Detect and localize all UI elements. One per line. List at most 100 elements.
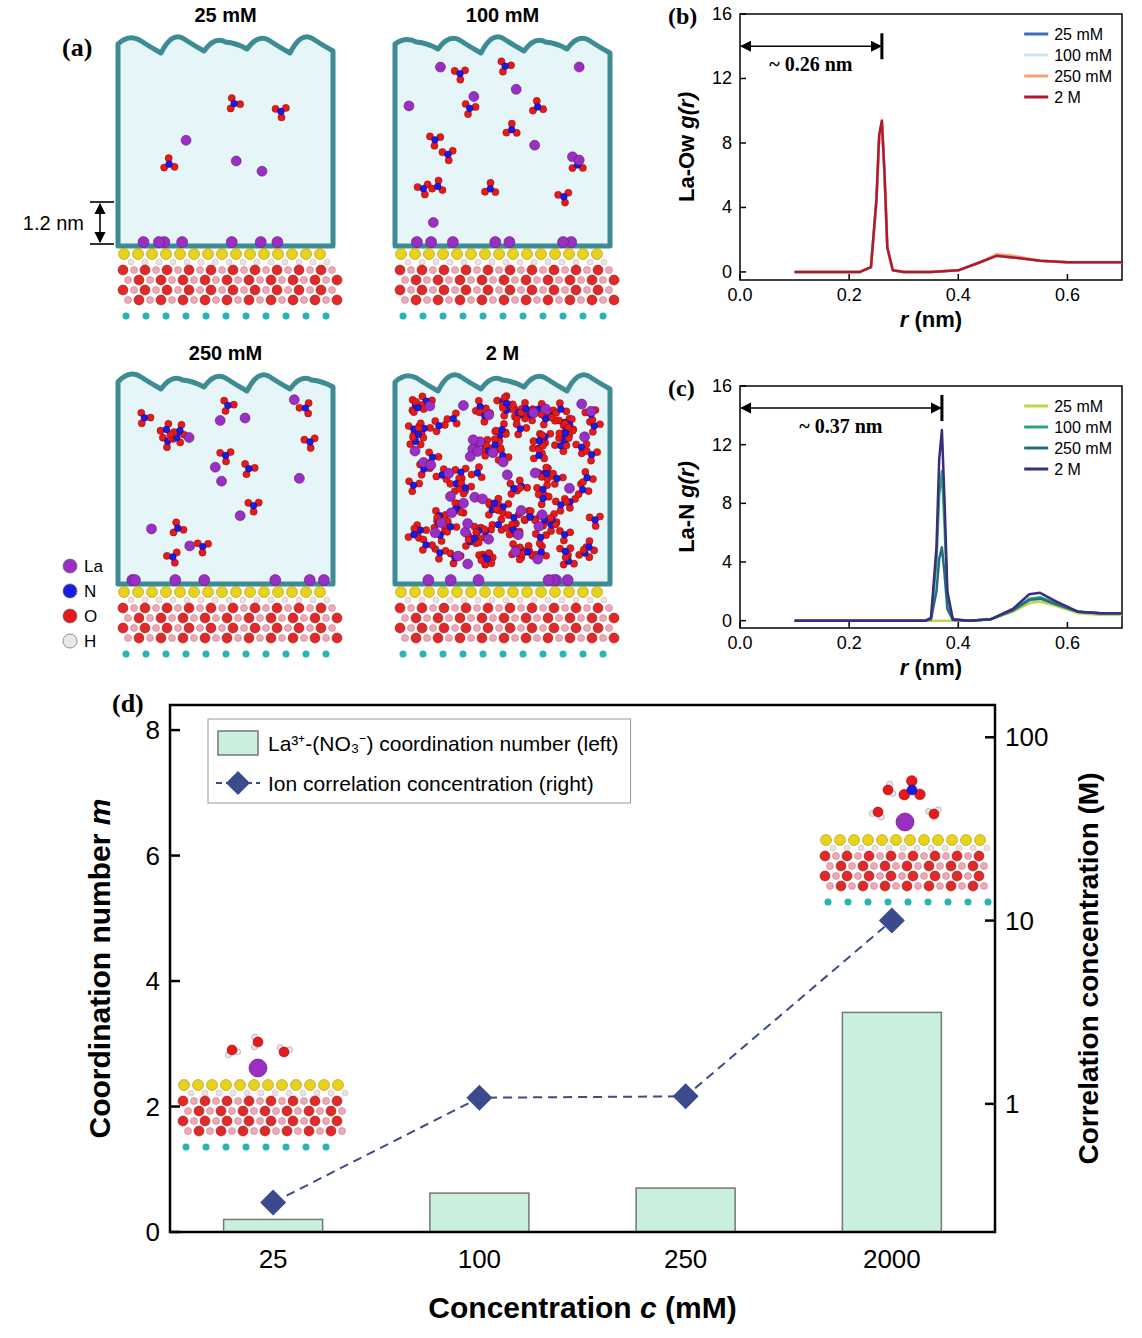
y-tick-label-part: 8 bbox=[146, 715, 160, 745]
slab-atom bbox=[600, 635, 607, 642]
slab-atom bbox=[222, 1116, 232, 1126]
slab-atom bbox=[400, 651, 407, 658]
slab-atom bbox=[329, 605, 336, 612]
nitrogen-atom bbox=[592, 517, 599, 524]
slab-atom bbox=[468, 297, 475, 304]
x-tick-label: 0.4 bbox=[946, 285, 971, 305]
slab-atom bbox=[527, 623, 537, 633]
y-tick-label: 0 bbox=[146, 1217, 160, 1247]
y-axis-title: Coordination number m bbox=[83, 798, 116, 1138]
slab-atom bbox=[283, 651, 290, 658]
nitrogen-atom bbox=[542, 415, 549, 422]
y-axis-title: La-N g(r) bbox=[674, 461, 699, 553]
slab-atom bbox=[250, 265, 260, 275]
slab-atom bbox=[263, 625, 270, 632]
slab-atom bbox=[259, 249, 270, 260]
slab-atom bbox=[142, 597, 148, 603]
slab-atom bbox=[835, 835, 846, 846]
lanthanum-atom bbox=[215, 415, 225, 425]
slab-atom bbox=[179, 1080, 190, 1091]
slab-atom bbox=[968, 861, 978, 871]
slab-atom bbox=[241, 287, 248, 294]
slab-atom bbox=[600, 651, 607, 658]
slab-atom bbox=[324, 597, 330, 603]
x-axis-title: r (nm) bbox=[900, 307, 962, 332]
lanthanum-atom bbox=[425, 401, 435, 411]
y2-axis-title-part: Correlation bbox=[1073, 1015, 1104, 1164]
slab-atom bbox=[272, 623, 282, 633]
slab-atom bbox=[282, 1126, 292, 1136]
slab-atom bbox=[203, 249, 214, 260]
slab-atom bbox=[140, 623, 150, 633]
slab-atom bbox=[556, 297, 563, 304]
slab-atom bbox=[461, 285, 471, 295]
slab-atom bbox=[536, 587, 547, 598]
slab-atom bbox=[943, 853, 950, 860]
slab-atom bbox=[134, 613, 144, 623]
slab-atom bbox=[885, 899, 892, 906]
slab-atom bbox=[930, 871, 940, 881]
slab-atom bbox=[606, 267, 613, 274]
panel-letter: (d) bbox=[112, 689, 144, 718]
x-tick-label-part: 250 bbox=[664, 1244, 707, 1274]
slab-atom bbox=[587, 259, 593, 265]
slab-atom bbox=[272, 265, 282, 275]
lanthanum-atom bbox=[249, 1059, 267, 1077]
slab-atom bbox=[323, 1098, 330, 1105]
slab-atom bbox=[411, 613, 421, 623]
slab-atom bbox=[283, 313, 290, 320]
slab-atom bbox=[521, 275, 531, 285]
slab-atom bbox=[970, 845, 976, 851]
lanthanum-atom bbox=[447, 508, 457, 518]
slab-atom bbox=[123, 313, 130, 320]
nitrogen-atom bbox=[534, 103, 541, 110]
legend-swatch bbox=[1024, 54, 1048, 57]
slab-atom bbox=[592, 587, 603, 598]
slab-atom bbox=[323, 651, 330, 658]
legend-label-part: coordination bbox=[373, 732, 493, 755]
y-tick-label-part: 12 bbox=[712, 435, 732, 455]
nitrogen-atom bbox=[907, 785, 917, 795]
slab-atom bbox=[474, 267, 481, 274]
slab-atom bbox=[417, 603, 427, 613]
slab-atom bbox=[324, 259, 330, 265]
slab-atom bbox=[981, 863, 988, 870]
slab-atom bbox=[821, 835, 832, 846]
scale-bar-cap bbox=[90, 201, 114, 203]
slab-atom bbox=[178, 1096, 188, 1106]
slab-atom bbox=[169, 635, 176, 642]
slab-atom bbox=[845, 899, 852, 906]
slab-atom bbox=[228, 285, 238, 295]
slab-atom bbox=[240, 597, 246, 603]
slab-atom bbox=[147, 587, 158, 598]
slab-atom bbox=[238, 1106, 248, 1116]
slab-atom bbox=[844, 845, 850, 851]
snapshot: 2 M bbox=[395, 342, 619, 658]
slab-atom bbox=[565, 613, 575, 623]
slab-atom bbox=[886, 851, 896, 861]
panel-2: (d)02468110100251002502000Concentration … bbox=[83, 689, 1104, 1324]
slab-atom bbox=[592, 249, 603, 260]
nitrogen-atom bbox=[278, 108, 285, 115]
slab-atom bbox=[499, 633, 509, 643]
slab-atom bbox=[273, 1128, 280, 1135]
slab-atom bbox=[241, 605, 248, 612]
y-tick-label-part: 4 bbox=[146, 966, 160, 996]
slab-atom bbox=[310, 633, 320, 643]
lanthanum-atom bbox=[502, 470, 512, 480]
bar bbox=[636, 1188, 735, 1232]
slab-atom bbox=[184, 623, 194, 633]
slab-atom bbox=[584, 605, 591, 612]
nitrogen-atom bbox=[586, 544, 593, 551]
panel-1: (c)0.00.20.40.60481216r (nm)La-N g(r)~ 0… bbox=[668, 375, 1122, 680]
slab-atom bbox=[593, 265, 603, 275]
slab-atom bbox=[295, 1128, 302, 1135]
x-tick bbox=[739, 622, 741, 628]
slab-atom bbox=[893, 863, 900, 870]
legend-label: N bbox=[84, 582, 96, 601]
lanthanum-atom bbox=[469, 92, 479, 102]
slab-atom bbox=[118, 623, 128, 633]
panel-0: (b)0.00.20.40.60481216r (nm)La-Ow g(r)~ … bbox=[668, 3, 1122, 332]
slab-atom bbox=[827, 883, 834, 890]
slab-atom bbox=[578, 297, 585, 304]
